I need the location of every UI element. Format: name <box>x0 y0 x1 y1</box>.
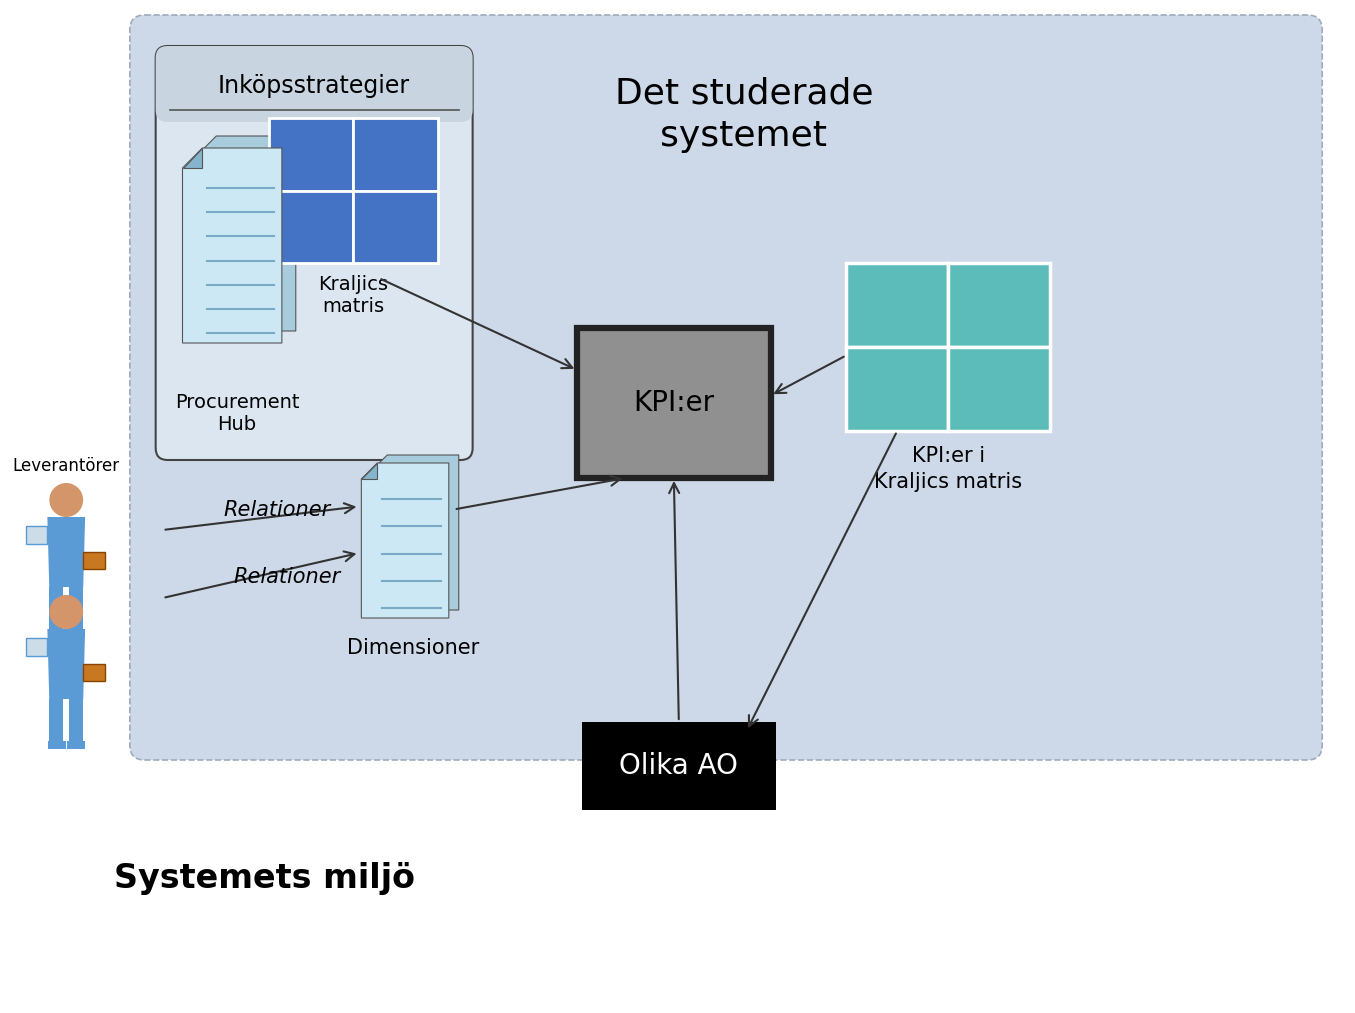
Bar <box>83 552 104 569</box>
Polygon shape <box>183 148 202 168</box>
Bar <box>49 741 66 749</box>
Bar <box>847 347 948 431</box>
Bar <box>577 328 771 478</box>
Bar <box>49 699 64 741</box>
Bar <box>49 629 66 637</box>
Polygon shape <box>183 148 282 343</box>
Bar <box>26 638 47 656</box>
Bar <box>268 118 354 190</box>
Polygon shape <box>196 136 295 331</box>
Circle shape <box>49 595 83 629</box>
Bar <box>354 190 438 263</box>
Text: Dimensioner: Dimensioner <box>347 638 480 658</box>
Polygon shape <box>47 629 85 699</box>
Circle shape <box>49 483 83 517</box>
Text: Leverantörer: Leverantörer <box>12 457 119 475</box>
Text: Relationer: Relationer <box>224 500 331 520</box>
Text: Kraljics
matris: Kraljics matris <box>318 275 389 315</box>
Text: KPI:er i
Kraljics matris: KPI:er i Kraljics matris <box>874 446 1022 492</box>
FancyBboxPatch shape <box>130 15 1322 760</box>
FancyBboxPatch shape <box>156 46 473 460</box>
Bar <box>948 263 1050 347</box>
Polygon shape <box>371 455 459 610</box>
Bar <box>268 190 354 263</box>
Bar <box>168 96 461 114</box>
Bar <box>68 629 85 637</box>
Bar <box>69 587 83 629</box>
Polygon shape <box>47 517 85 587</box>
Bar <box>49 587 64 629</box>
Text: KPI:er: KPI:er <box>633 389 714 417</box>
Bar <box>68 741 85 749</box>
FancyBboxPatch shape <box>156 46 473 122</box>
Polygon shape <box>362 463 377 479</box>
Bar <box>354 118 438 190</box>
Bar <box>26 526 47 544</box>
Bar <box>847 263 948 347</box>
Text: Procurement
Hub: Procurement Hub <box>175 392 299 434</box>
Text: Systemets miljö: Systemets miljö <box>114 861 416 894</box>
Text: Inköpsstrategier: Inköpsstrategier <box>218 74 411 98</box>
Bar <box>581 722 775 810</box>
Bar <box>948 347 1050 431</box>
Polygon shape <box>362 463 449 618</box>
Bar <box>69 699 83 741</box>
Text: Det studerade
systemet: Det studerade systemet <box>615 77 873 153</box>
Text: Olika AO: Olika AO <box>619 752 738 780</box>
Bar <box>83 664 104 681</box>
Text: Relationer: Relationer <box>233 567 340 587</box>
